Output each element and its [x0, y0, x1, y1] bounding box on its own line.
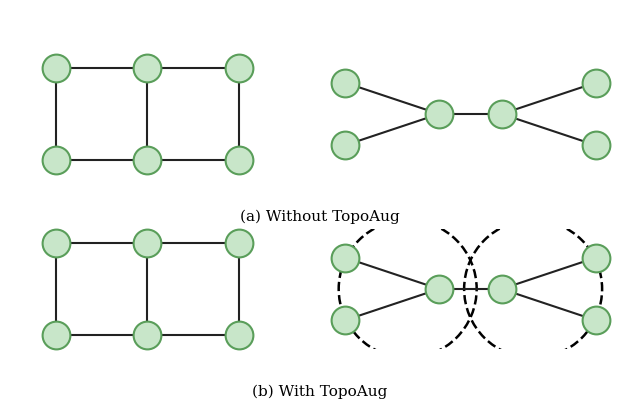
Point	[142, 156, 152, 163]
Point	[142, 65, 152, 72]
Point	[51, 240, 61, 247]
Text: (b) With TopoAug: (b) With TopoAug	[252, 385, 388, 399]
Point	[591, 317, 601, 324]
Point	[234, 331, 244, 338]
Point	[340, 79, 350, 86]
Text: (a) Without TopoAug: (a) Without TopoAug	[240, 210, 400, 224]
Point	[497, 111, 507, 117]
Point	[51, 156, 61, 163]
Point	[234, 65, 244, 72]
Point	[142, 240, 152, 247]
Point	[497, 286, 507, 292]
Point	[234, 240, 244, 247]
Point	[234, 156, 244, 163]
Point	[591, 254, 601, 261]
Point	[340, 142, 350, 149]
Point	[434, 286, 444, 292]
Point	[340, 317, 350, 324]
Point	[591, 79, 601, 86]
Point	[51, 65, 61, 72]
Point	[51, 331, 61, 338]
Point	[434, 111, 444, 117]
Point	[142, 331, 152, 338]
Point	[591, 142, 601, 149]
Point	[340, 254, 350, 261]
